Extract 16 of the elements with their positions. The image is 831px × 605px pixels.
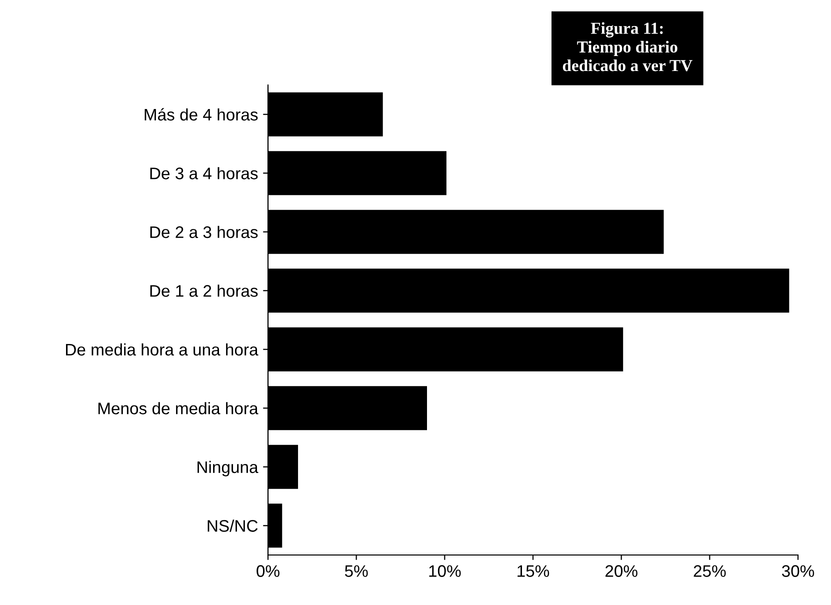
y-tick-label: De 1 a 2 horas — [150, 284, 258, 297]
x-tick-label: 20% — [605, 565, 638, 577]
x-tick-label: 15% — [518, 565, 550, 577]
x-tick-label: 5% — [344, 565, 368, 577]
y-tick-label: De 3 a 4 horas — [150, 167, 258, 180]
x-tick-label: 25% — [694, 565, 726, 577]
y-tick-label: Más de 4 horas — [144, 108, 258, 121]
y-tick-label: De media hora a una hora — [66, 343, 258, 356]
x-tick-label: 10% — [429, 565, 461, 577]
y-tick-label: NS/NC — [208, 520, 258, 532]
y-tick-label: Menos de media hora — [98, 402, 258, 414]
x-tick-label: 30% — [782, 565, 814, 577]
chart-title: Figura 11: Tiempo diario dedicado a ver TV — [562, 22, 692, 72]
y-tick-label: Ninguna — [198, 460, 258, 476]
x-tick-label: 0% — [256, 565, 280, 577]
y-tick-label: De 2 a 3 horas — [150, 226, 258, 238]
